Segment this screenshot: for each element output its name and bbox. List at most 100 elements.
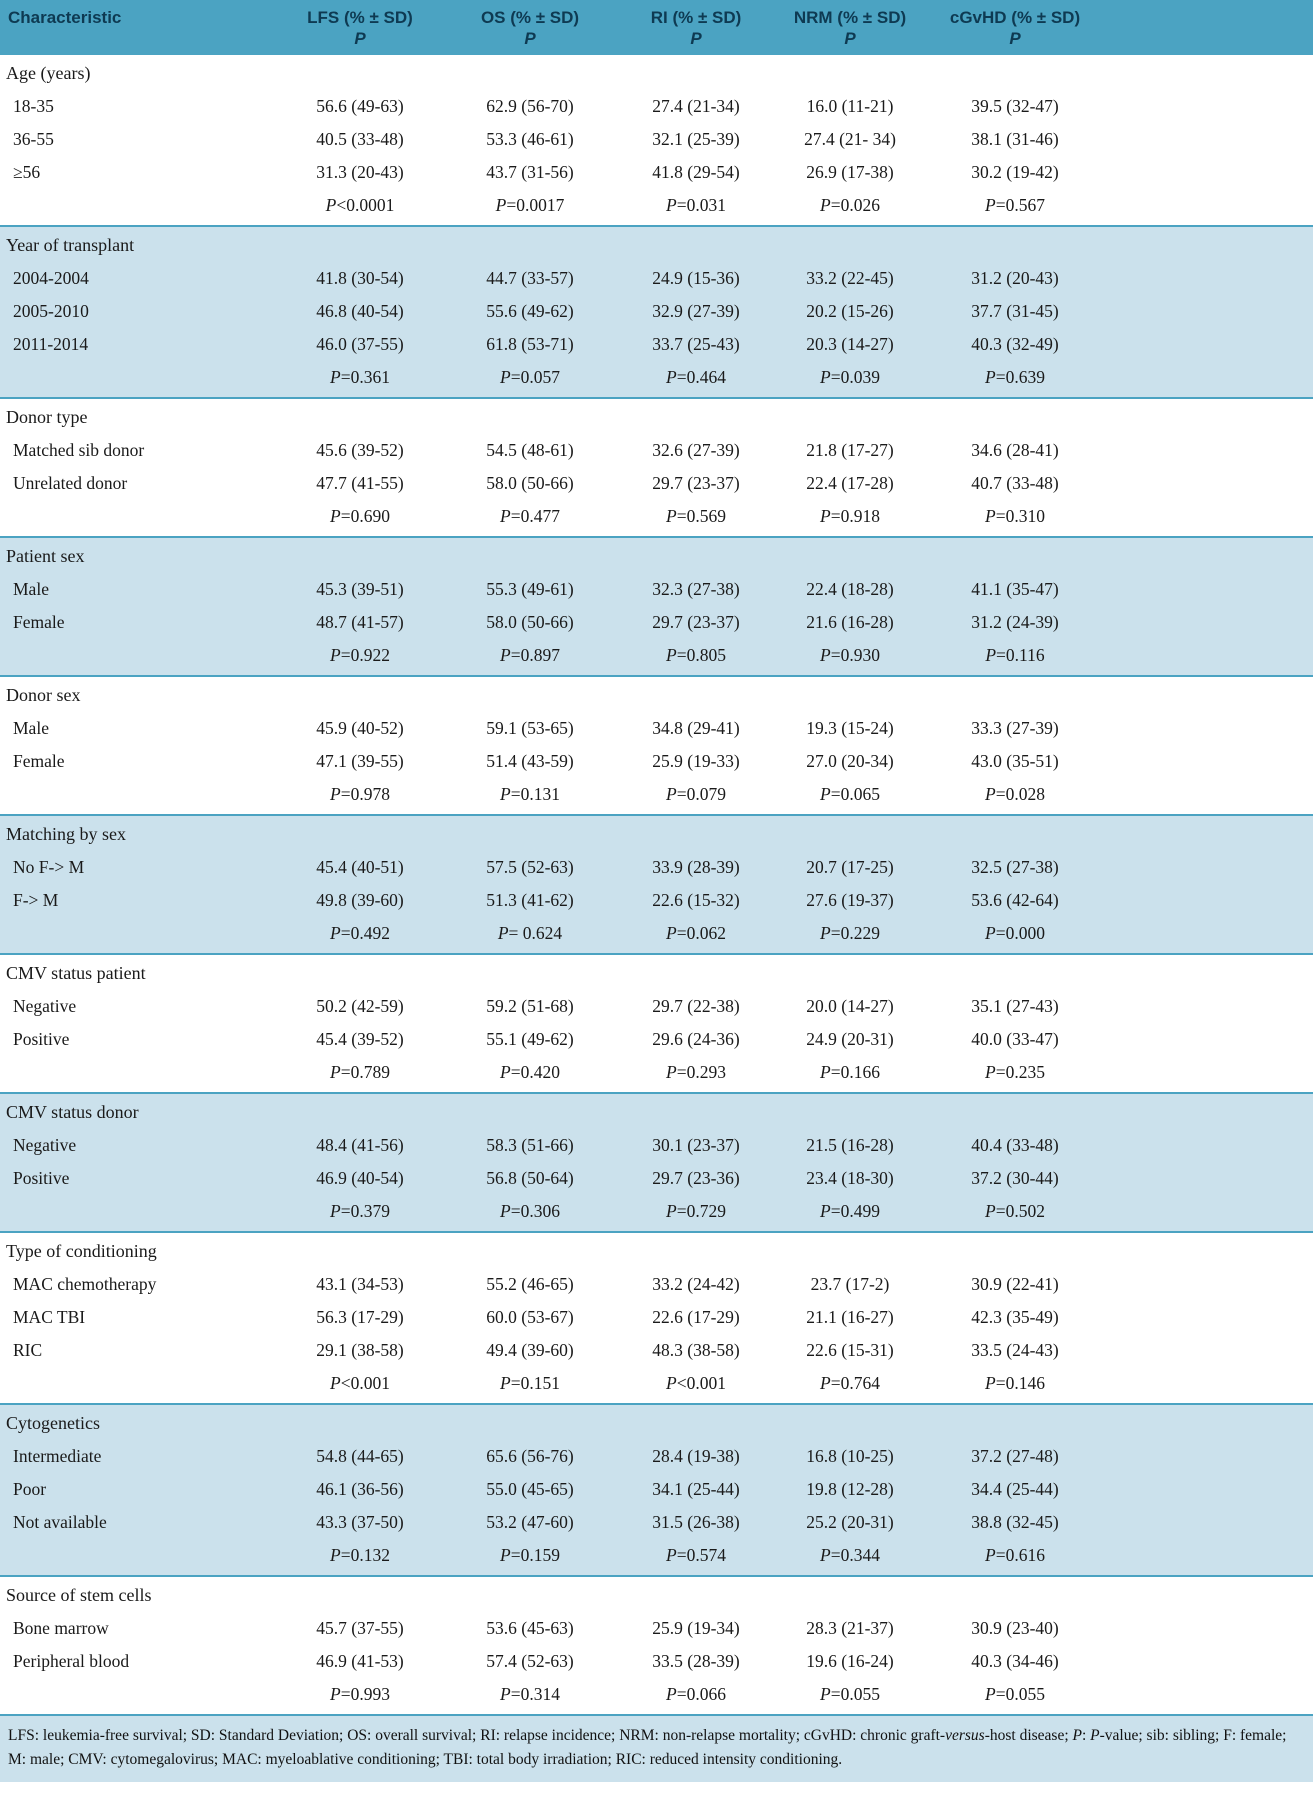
section-source-of-stem-cells: Source of stem cells Bone marrow 45.7 (37-… — [0, 1575, 1313, 1714]
table-row: 2005-2010 46.8 (40-54) 55.6 (49-62) 32.9 (2… — [0, 295, 1313, 328]
table-row: Negative 48.4 (41-56) 58.3 (51-66) 30.1 (23… — [0, 1129, 1313, 1162]
value-cell: 56.3 (17-29) — [316, 1307, 404, 1327]
value-cell: 21.8 (17-27) — [806, 440, 894, 460]
row-label: Bone marrow — [13, 1618, 109, 1638]
section-donor-type: Donor type Matched sib donor 45.6 (39-52) 5… — [0, 397, 1313, 536]
section-cytogenetics: Cytogenetics Intermediate 54.8 (44-65) 65.6… — [0, 1403, 1313, 1575]
value-cell: 31.5 (26-38) — [652, 1512, 740, 1532]
p-value-cell: P=0.897 — [500, 645, 560, 665]
section-title: Year of transplant — [6, 235, 135, 255]
value-cell: 53.2 (47-60) — [486, 1512, 574, 1532]
row-label: Unrelated donor — [13, 473, 128, 493]
section-title: Type of conditioning — [6, 1241, 157, 1261]
p-value-cell: P=0.146 — [985, 1373, 1045, 1393]
value-cell: 48.4 (41-56) — [316, 1135, 404, 1155]
p-value-cell: P=0.729 — [666, 1201, 726, 1221]
value-cell: 58.0 (50-66) — [486, 612, 574, 632]
p-value-cell: P=0.000 — [985, 923, 1045, 943]
p-value-cell: P=0.039 — [820, 367, 880, 387]
p-value-cell: P=0.0017 — [495, 195, 565, 215]
row-label: Poor — [13, 1479, 47, 1499]
p-value-cell: P=0.116 — [985, 645, 1045, 665]
p-value-cell: P=0.978 — [330, 784, 390, 804]
p-value-cell: P=0.026 — [820, 195, 880, 215]
value-cell: 46.1 (36-56) — [316, 1479, 404, 1499]
section-title: Source of stem cells — [6, 1585, 152, 1605]
value-cell: 48.7 (41-57) — [316, 612, 404, 632]
section-title: Donor type — [6, 407, 88, 427]
p-value-cell: P=0.151 — [500, 1373, 560, 1393]
p-value-cell: P=0.344 — [820, 1545, 880, 1565]
value-cell: 28.3 (21-37) — [806, 1618, 894, 1638]
table-row: RIC 29.1 (38-58) 49.4 (39-60) 48.3 (38-58) 2… — [0, 1334, 1313, 1367]
p-value-row: P=0.132 P=0.159 P=0.574 P=0.344 P=0.616 — [0, 1539, 1313, 1572]
row-label: Matched sib donor — [13, 440, 145, 460]
value-cell: 22.6 (15-32) — [652, 890, 740, 910]
p-value-cell: P=0.166 — [820, 1062, 880, 1082]
row-label: Peripheral blood — [13, 1651, 130, 1671]
section-title: CMV status patient — [6, 963, 146, 983]
value-cell: 65.6 (56-76) — [486, 1446, 574, 1466]
value-cell: 57.5 (52-63) — [486, 857, 574, 877]
value-cell: 45.3 (39-51) — [316, 579, 404, 599]
column-header-p: P — [524, 29, 536, 48]
p-value-cell: P=0.464 — [666, 367, 726, 387]
p-value-cell: P=0.131 — [500, 784, 560, 804]
row-label: Not available — [13, 1512, 107, 1532]
p-value-cell: P=0.055 — [985, 1684, 1045, 1704]
value-cell: 42.3 (35-49) — [971, 1307, 1059, 1327]
value-cell: 32.1 (25-39) — [652, 129, 740, 149]
p-value-row: P=0.690 P=0.477 P=0.569 P=0.918 P=0.310 — [0, 500, 1313, 533]
column-header-p: P — [844, 29, 856, 48]
p-value-cell: P<0.001 — [330, 1373, 390, 1393]
value-cell: 22.6 (17-29) — [652, 1307, 740, 1327]
section-title-row: CMV status donor — [0, 1096, 1313, 1129]
p-value-cell: P=0.502 — [985, 1201, 1045, 1221]
p-value-cell: P=0.499 — [820, 1201, 880, 1221]
section-matching-by-sex: Matching by sex No F-> M 45.4 (40-51) 57.5 … — [0, 814, 1313, 953]
table-row: Bone marrow 45.7 (37-55) 53.6 (45-63) 25.9 … — [0, 1612, 1313, 1645]
row-label: Positive — [13, 1168, 70, 1188]
table-row: Matched sib donor 45.6 (39-52) 54.5 (48-61… — [0, 434, 1313, 467]
p-value-cell: P=0.031 — [666, 195, 726, 215]
p-value-cell: P=0.764 — [820, 1373, 880, 1393]
value-cell: 43.1 (34-53) — [316, 1274, 404, 1294]
section-title: Matching by sex — [6, 824, 126, 844]
section-title-row: Age (years) — [0, 57, 1313, 90]
value-cell: 29.7 (23-37) — [652, 612, 740, 632]
value-cell: 43.7 (31-56) — [486, 162, 574, 182]
value-cell: 53.3 (46-61) — [486, 129, 574, 149]
value-cell: 37.2 (27-48) — [971, 1446, 1059, 1466]
section-title-row: Matching by sex — [0, 818, 1313, 851]
value-cell: 38.8 (32-45) — [971, 1512, 1059, 1532]
value-cell: 33.7 (25-43) — [652, 334, 740, 354]
value-cell: 56.8 (50-64) — [486, 1168, 574, 1188]
row-label: Male — [13, 718, 49, 738]
table-row: Female 47.1 (39-55) 51.4 (43-59) 25.9 (19-3… — [0, 745, 1313, 778]
p-value-cell: P=0.079 — [666, 784, 726, 804]
value-cell: 33.2 (24-42) — [652, 1274, 740, 1294]
section-title-row: Cytogenetics — [0, 1407, 1313, 1440]
value-cell: 46.8 (40-54) — [316, 301, 404, 321]
section-donor-sex: Donor sex Male 45.9 (40-52) 59.1 (53-65) 34.… — [0, 675, 1313, 814]
section-title-row: CMV status patient — [0, 957, 1313, 990]
row-label: 2005-2010 — [13, 301, 89, 321]
value-cell: 41.8 (30-54) — [316, 268, 404, 288]
value-cell: 33.3 (27-39) — [971, 718, 1059, 738]
section-title-row: Donor sex — [0, 679, 1313, 712]
value-cell: 46.9 (41-53) — [316, 1651, 404, 1671]
p-value-cell: P=0.993 — [330, 1684, 390, 1704]
p-value-cell: P=0.922 — [330, 645, 390, 665]
value-cell: 31.2 (20-43) — [971, 268, 1059, 288]
column-header-lfs: LFS (% ± SD) P — [278, 7, 442, 49]
column-header-label: RI (% ± SD) — [650, 8, 742, 27]
value-cell: 58.0 (50-66) — [486, 473, 574, 493]
value-cell: 24.9 (20-31) — [806, 1029, 894, 1049]
p-value-row: P<0.0001 P=0.0017 P=0.031 P=0.026 P=0.567 — [0, 189, 1313, 222]
value-cell: 51.3 (41-62) — [486, 890, 574, 910]
section-title: Patient sex — [6, 546, 85, 566]
section-age: Age (years) 18-35 56.6 (49-63) 62.9 (56-70)… — [0, 55, 1313, 225]
value-cell: 25.9 (19-34) — [652, 1618, 740, 1638]
section-title-row: Patient sex — [0, 540, 1313, 573]
row-label: ≥56 — [13, 162, 41, 182]
